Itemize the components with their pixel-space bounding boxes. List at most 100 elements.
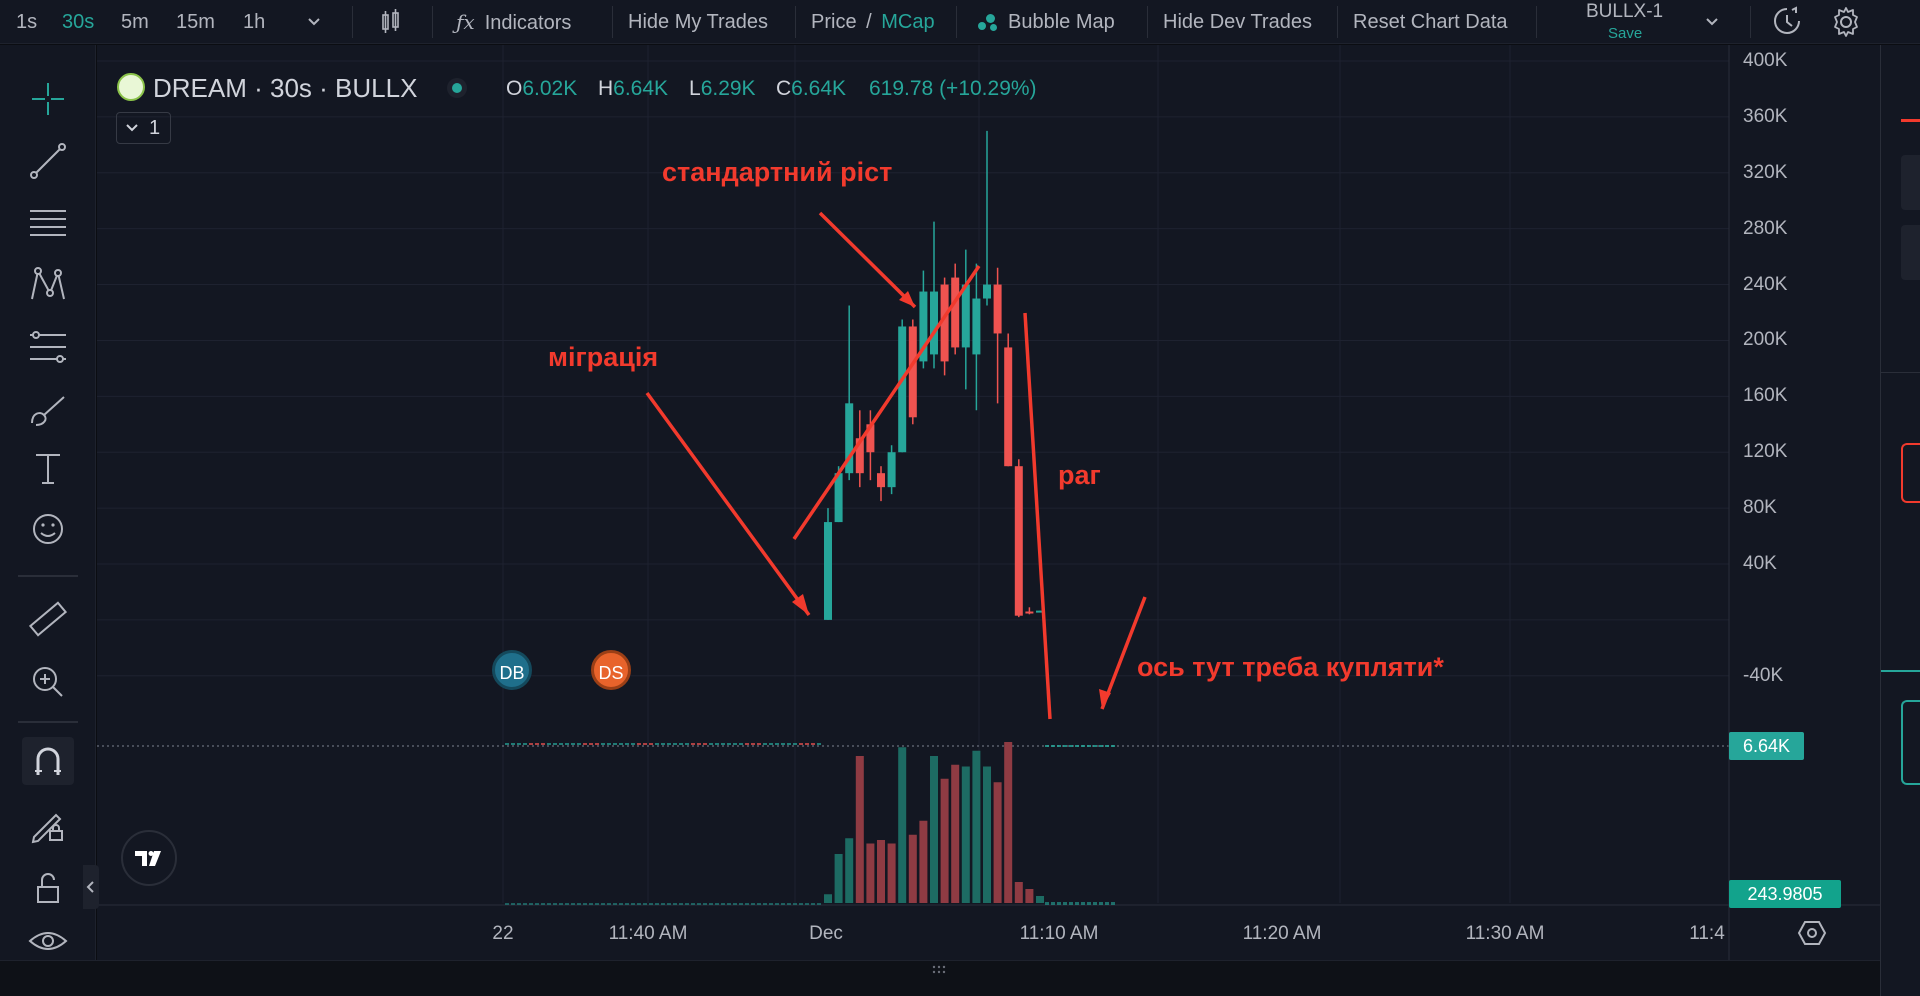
chart-area[interactable]: DREAM · 30s · BULLX O6.02K H6.64K L6.29K… xyxy=(83,45,1880,975)
flat-volume-bar xyxy=(703,903,707,905)
market-status-icon xyxy=(447,78,467,98)
settings-gear-icon[interactable] xyxy=(1830,0,1862,44)
top-toolbar: 1s 30s 5m 15m 1h ƒx Indicators Hide My Tr… xyxy=(0,0,1920,44)
flat-candle xyxy=(613,743,617,745)
bubble-map-icon xyxy=(978,12,1000,34)
candle-type-icon[interactable] xyxy=(378,0,404,44)
candle-body xyxy=(866,424,875,453)
volume-bar xyxy=(1025,889,1034,903)
symbol-title[interactable]: DREAM · 30s · BULLX xyxy=(153,73,418,103)
flat-candle xyxy=(547,743,551,745)
layout-save-label: Save xyxy=(1608,25,1643,42)
flat-candle xyxy=(715,743,719,745)
flat-volume-bar xyxy=(559,903,563,905)
mcap-option[interactable]: MCap xyxy=(881,11,935,33)
flat-volume-bar xyxy=(745,903,749,905)
flat-volume-bar xyxy=(661,903,665,905)
flat-volume-bar xyxy=(583,903,587,905)
time-axis-label: Dec xyxy=(809,923,843,944)
dev-buy-marker[interactable]: DB xyxy=(492,650,532,690)
migration-arrow xyxy=(645,391,811,617)
flat-volume-bar xyxy=(781,903,785,905)
hide-my-trades-button[interactable]: Hide My Trades xyxy=(628,11,769,33)
indicator-collapse-button[interactable]: 1 xyxy=(116,112,171,144)
unlock-icon[interactable] xyxy=(22,863,74,911)
quick-search-icon[interactable] xyxy=(1772,0,1802,44)
price-axis-label: -40K xyxy=(1743,664,1784,686)
magnet-icon[interactable] xyxy=(22,737,74,785)
volume-bar xyxy=(940,778,949,903)
price-option[interactable]: Price xyxy=(811,11,857,33)
flat-candle xyxy=(523,743,527,745)
timeframe-1h[interactable]: 1h xyxy=(243,11,266,33)
eye-icon[interactable] xyxy=(22,917,74,965)
price-chart[interactable] xyxy=(97,45,1880,975)
timeframe-30s[interactable]: 30s xyxy=(62,11,95,33)
flat-candle xyxy=(775,743,779,745)
flat-volume-bar xyxy=(799,903,803,905)
flat-volume-bar xyxy=(529,903,533,905)
rug-line xyxy=(1023,312,1052,720)
ruler-icon[interactable] xyxy=(22,595,74,643)
lock-drawing-icon[interactable] xyxy=(22,801,74,849)
flat-candle xyxy=(553,743,557,745)
flat-candle xyxy=(811,743,815,745)
timeframe-dropdown-chevron-icon[interactable] xyxy=(306,0,322,44)
bottom-panel-divider[interactable] xyxy=(0,960,1880,996)
emoji-icon[interactable] xyxy=(22,505,74,553)
flat-volume-bar xyxy=(1081,902,1085,905)
migration-arrow-head xyxy=(792,594,809,615)
ohlc-open: O6.02K xyxy=(506,77,578,100)
trend-line-icon[interactable] xyxy=(22,137,74,185)
indicators-label: Indicators xyxy=(484,12,572,34)
candle-body xyxy=(834,473,843,523)
flat-volume-bar xyxy=(1063,902,1067,905)
tradingview-logo-icon[interactable] xyxy=(121,830,177,886)
flat-volume-bar xyxy=(751,903,755,905)
chart-settings-icon[interactable] xyxy=(1797,918,1827,948)
collapse-toolbar-chevron-icon[interactable] xyxy=(83,865,99,909)
indicators-button[interactable]: ƒx Indicators xyxy=(456,0,571,44)
right-side-panel xyxy=(1880,45,1920,996)
candle-body xyxy=(983,284,991,299)
bubble-map-button[interactable]: Bubble Map xyxy=(978,0,1115,44)
flat-volume-bar xyxy=(727,903,731,905)
layout-dropdown-chevron-icon[interactable] xyxy=(1704,0,1720,44)
flat-candle xyxy=(1045,745,1049,747)
growth-trend-line xyxy=(792,265,981,540)
timeframe-1s[interactable]: 1s xyxy=(16,11,38,33)
layout-selector[interactable]: BULLX-1 Save xyxy=(1558,0,1693,44)
price-mcap-toggle[interactable]: Price / MCap xyxy=(811,0,935,44)
timeframe-5m[interactable]: 5m xyxy=(121,11,149,33)
timeframe-15m[interactable]: 15m xyxy=(176,11,215,33)
hide-dev-trades-button[interactable]: Hide Dev Trades xyxy=(1163,11,1312,33)
flat-volume-bar xyxy=(1057,902,1061,905)
pattern-tool-icon[interactable] xyxy=(22,261,74,309)
time-axis-label: 11:20 AM xyxy=(1242,923,1322,944)
flat-volume-bar xyxy=(805,903,809,905)
zoom-in-icon[interactable] xyxy=(22,657,74,705)
flat-volume-bar xyxy=(1051,902,1055,905)
candle-body xyxy=(919,291,928,362)
time-axis-label: 11:40 AM xyxy=(608,923,688,944)
brush-icon[interactable] xyxy=(22,385,74,433)
reset-chart-data-button[interactable]: Reset Chart Data xyxy=(1353,11,1508,33)
flat-candle xyxy=(727,743,731,745)
layout-name: BULLX-1 xyxy=(1586,1,1664,22)
horizontal-lines-icon[interactable] xyxy=(22,199,74,247)
flat-candle xyxy=(595,743,599,745)
flat-candle xyxy=(805,743,809,745)
ohlc-high: H6.64K xyxy=(598,77,669,100)
flat-volume-bar xyxy=(1045,902,1049,905)
flat-candle xyxy=(1093,745,1097,747)
price-axis-label: 360K xyxy=(1743,105,1788,127)
fib-retracement-icon[interactable] xyxy=(22,323,74,371)
dev-sell-marker[interactable]: DS xyxy=(591,650,631,690)
flat-candle xyxy=(583,743,587,745)
crosshair-icon[interactable] xyxy=(22,75,74,123)
volume-bar xyxy=(930,756,938,903)
flat-candle xyxy=(721,743,725,745)
text-tool-icon[interactable] xyxy=(22,445,74,493)
flat-candle xyxy=(745,743,749,745)
annotation-buy-here: ось тут треба купляти* xyxy=(1137,652,1444,682)
